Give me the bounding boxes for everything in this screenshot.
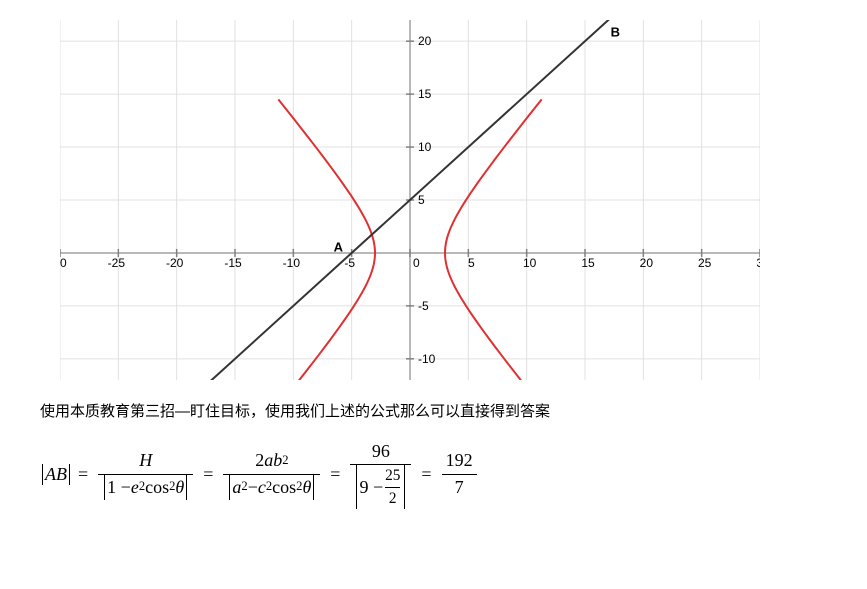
frac1-den-e: e bbox=[131, 475, 139, 500]
frac1-den: 1 − e2 cos2 θ bbox=[98, 475, 193, 500]
frac2-num-a: a bbox=[264, 448, 273, 473]
var-AB: AB bbox=[45, 464, 67, 485]
formula-row: AB = H 1 − e2 cos2 θ = 2ab2 a2 − c2 cos2 bbox=[40, 439, 827, 509]
frac-3: 96 9 − 25 2 bbox=[350, 439, 411, 509]
chart-svg: -30-25-20-15-10-5051015202530-10-5510152… bbox=[60, 20, 760, 380]
frac4-den: 7 bbox=[451, 475, 468, 500]
eq-1: = bbox=[78, 464, 88, 485]
svg-text:-10: -10 bbox=[418, 352, 436, 366]
frac1-den-cos: cos bbox=[145, 475, 169, 500]
svg-text:10: 10 bbox=[418, 140, 432, 154]
frac2-num: 2ab2 bbox=[251, 448, 292, 473]
frac3-if-den: 2 bbox=[389, 488, 397, 509]
svg-text:-10: -10 bbox=[283, 256, 301, 270]
svg-text:30: 30 bbox=[756, 256, 760, 270]
svg-text:10: 10 bbox=[523, 256, 537, 270]
frac2-den-cos: cos bbox=[272, 475, 296, 500]
svg-text:B: B bbox=[611, 25, 620, 40]
frac3-den: 9 − 25 2 bbox=[350, 465, 411, 509]
svg-text:15: 15 bbox=[581, 256, 595, 270]
svg-text:-20: -20 bbox=[166, 256, 184, 270]
svg-text:A: A bbox=[334, 240, 344, 255]
frac2-den-c: c bbox=[258, 475, 266, 500]
svg-text:-25: -25 bbox=[108, 256, 126, 270]
frac1-num: H bbox=[135, 448, 156, 473]
svg-text:-5: -5 bbox=[418, 299, 429, 313]
svg-text:25: 25 bbox=[698, 256, 712, 270]
eq-3: = bbox=[330, 464, 340, 485]
frac2-num-b: b bbox=[273, 448, 282, 473]
frac-4: 192 7 bbox=[442, 448, 477, 499]
frac-2: 2ab2 a2 − c2 cos2 θ bbox=[223, 448, 320, 499]
frac2-den: a2 − c2 cos2 θ bbox=[223, 475, 320, 500]
frac2-num-b-exp: 2 bbox=[282, 452, 288, 470]
frac3-den-abs: 9 − 25 2 bbox=[354, 465, 407, 509]
frac3-den-pre: 9 − bbox=[359, 475, 383, 500]
frac1-den-pre: 1 − bbox=[107, 475, 131, 500]
frac2-den-a: a bbox=[232, 475, 241, 500]
svg-text:20: 20 bbox=[418, 34, 432, 48]
frac3-num: 96 bbox=[368, 439, 394, 464]
frac2-num-2: 2 bbox=[255, 448, 264, 473]
eq-4: = bbox=[421, 464, 431, 485]
hyperbola-chart: -30-25-20-15-10-5051015202530-10-5510152… bbox=[60, 20, 760, 380]
frac3-innerfrac: 25 2 bbox=[385, 465, 400, 509]
abs-AB: AB bbox=[40, 464, 72, 485]
svg-text:5: 5 bbox=[418, 193, 425, 207]
svg-text:-30: -30 bbox=[60, 256, 67, 270]
svg-text:0: 0 bbox=[413, 256, 420, 270]
frac1-den-theta: θ bbox=[175, 475, 184, 500]
frac4-num: 192 bbox=[442, 448, 477, 473]
frac2-den-theta: θ bbox=[302, 475, 311, 500]
eq-2: = bbox=[203, 464, 213, 485]
svg-text:-15: -15 bbox=[224, 256, 242, 270]
frac3-if-num: 25 bbox=[385, 465, 400, 486]
svg-text:5: 5 bbox=[468, 256, 475, 270]
explanation-text: 使用本质教育第三招—盯住目标，使用我们上述的公式那么可以直接得到答案 bbox=[40, 400, 827, 421]
svg-text:20: 20 bbox=[640, 256, 654, 270]
frac2-den-abs: a2 − c2 cos2 θ bbox=[227, 475, 316, 500]
frac2-den-mid: − bbox=[248, 475, 258, 500]
frac-1: H 1 − e2 cos2 θ bbox=[98, 448, 193, 499]
svg-text:15: 15 bbox=[418, 87, 432, 101]
frac1-den-abs: 1 − e2 cos2 θ bbox=[102, 475, 189, 500]
